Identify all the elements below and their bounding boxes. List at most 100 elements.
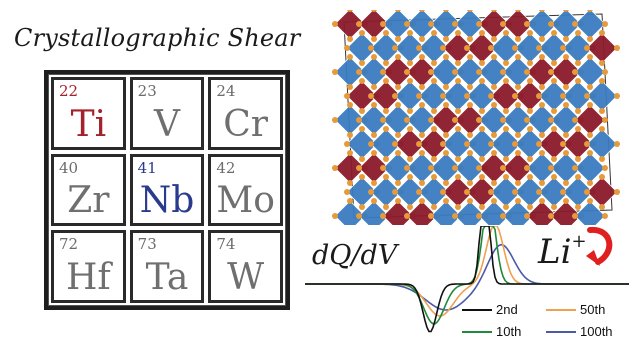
oxygen-atom	[491, 102, 497, 108]
oxygen-atom	[356, 69, 362, 75]
red-octahedron	[406, 200, 438, 225]
oxygen-atom	[551, 126, 557, 132]
oxygen-atom	[383, 108, 389, 114]
legend-label: 10th	[496, 324, 522, 339]
atomic-number: 40	[59, 158, 79, 177]
oxygen-atom	[476, 117, 482, 123]
oxygen-atom	[332, 21, 338, 27]
oxygen-atom	[575, 156, 581, 162]
oxygen-atom	[371, 198, 377, 204]
oxygen-atom	[602, 117, 608, 123]
oxygen-atom	[392, 93, 398, 99]
oxygen-atom	[392, 189, 398, 195]
oxygen-atom	[563, 132, 569, 138]
oxygen-atom	[383, 156, 389, 162]
oxygen-atom	[428, 21, 434, 27]
oxygen-atom	[584, 93, 590, 99]
oxygen-atom	[440, 45, 446, 51]
oxygen-atom	[395, 84, 401, 90]
oxygen-atom	[464, 45, 470, 51]
oxygen-atom	[503, 156, 509, 162]
legend-swatch	[546, 308, 576, 311]
oxygen-atom	[515, 198, 521, 204]
oxygen-atom	[332, 69, 338, 75]
oxygen-atom	[380, 21, 386, 27]
oxygen-atom	[392, 141, 398, 147]
oxygen-atom	[500, 117, 506, 123]
oxygen-atom	[560, 93, 566, 99]
oxygen-atom	[587, 36, 593, 42]
oxygen-atom	[419, 54, 425, 60]
oxygen-atom	[452, 69, 458, 75]
oxygen-atom	[500, 21, 506, 27]
oxygen-atom	[440, 141, 446, 147]
oxygen-atom	[467, 54, 473, 60]
oxygen-atom	[407, 204, 413, 210]
figure-title: Crystallographic Shear	[14, 24, 301, 52]
atomic-number: 24	[216, 82, 236, 100]
oxygen-atom	[344, 189, 350, 195]
oxygen-atom	[368, 45, 374, 51]
oxygen-atom	[479, 204, 485, 210]
oxygen-atom	[587, 10, 593, 12]
oxygen-atom	[548, 21, 554, 27]
oxygen-atom	[443, 10, 449, 12]
blue-octahedron	[334, 200, 366, 225]
oxygen-atom	[539, 10, 545, 12]
oxygen-atom	[395, 198, 401, 204]
oxygen-atom	[395, 150, 401, 156]
oxygen-atom	[599, 174, 605, 180]
oxygen-atom	[491, 150, 497, 156]
oxygen-atom	[359, 126, 365, 132]
oxygen-atom	[536, 141, 542, 147]
oxygen-atom	[431, 204, 437, 210]
oxygen-atom	[479, 60, 485, 66]
oxygen-atom	[503, 126, 509, 132]
oxygen-atom	[359, 60, 365, 66]
oxygen-atom	[584, 189, 590, 195]
oxygen-atom	[551, 156, 557, 162]
oxygen-atom	[491, 132, 497, 138]
oxygen-atom	[527, 60, 533, 66]
oxygen-atom	[359, 30, 365, 36]
oxygen-atom	[428, 117, 434, 123]
oxygen-atom	[419, 180, 425, 186]
oxygen-atom	[491, 36, 497, 42]
red-octahedron	[382, 200, 414, 225]
element-symbol: Zr	[67, 180, 110, 222]
oxygen-atom	[443, 150, 449, 156]
oxygen-atom	[371, 36, 377, 42]
oxygen-atom	[515, 54, 521, 60]
oxygen-atom	[515, 84, 521, 90]
oxygen-atom	[332, 213, 338, 219]
oxygen-atom	[563, 36, 569, 42]
oxygen-atom	[488, 189, 494, 195]
oxygen-atom	[431, 60, 437, 66]
oxygen-atom	[548, 213, 554, 219]
oxygen-atom	[539, 84, 545, 90]
oxygen-atom	[416, 45, 422, 51]
oxygen-atom	[395, 54, 401, 60]
oxygen-atom	[419, 150, 425, 156]
oxygen-atom	[467, 132, 473, 138]
oxygen-atom	[575, 78, 581, 84]
atomic-number: 73	[137, 235, 157, 254]
oxygen-atom	[371, 180, 377, 186]
oxygen-atom	[452, 165, 458, 171]
oxygen-atom	[407, 126, 413, 132]
oxygen-atom	[347, 10, 353, 12]
oxygen-atom	[527, 78, 533, 84]
oxygen-atom	[599, 78, 605, 84]
oxygen-atom	[467, 102, 473, 108]
oxygen-atom	[587, 102, 593, 108]
oxygen-atom	[503, 30, 509, 36]
element-cell-ti: 22 Ti	[51, 77, 126, 150]
oxygen-atom	[467, 198, 473, 204]
oxygen-atom	[407, 108, 413, 114]
oxygen-atom	[347, 54, 353, 60]
oxygen-atom	[368, 189, 374, 195]
oxygen-atom	[431, 126, 437, 132]
atomic-number: 41	[137, 158, 157, 177]
oxygen-atom	[344, 93, 350, 99]
oxygen-atom	[359, 156, 365, 162]
